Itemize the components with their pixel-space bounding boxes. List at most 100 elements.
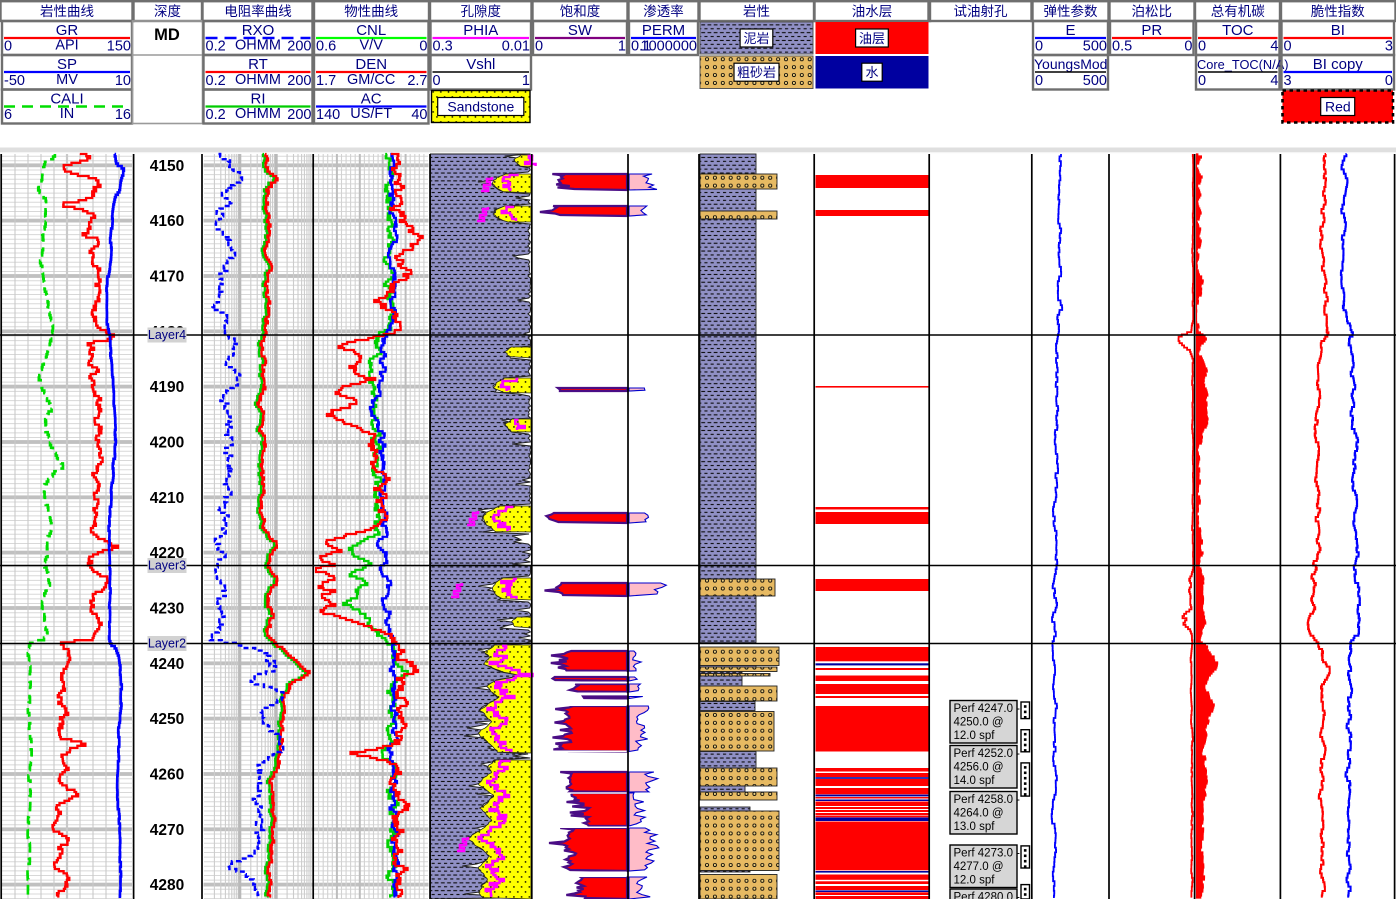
svg-text:4270: 4270 xyxy=(150,822,184,839)
svg-text:200: 200 xyxy=(287,39,311,55)
svg-text:500: 500 xyxy=(1083,39,1107,55)
svg-text:Layer4: Layer4 xyxy=(148,328,186,342)
svg-text:4264.0 @: 4264.0 @ xyxy=(954,807,1004,819)
svg-text:4200: 4200 xyxy=(150,435,184,452)
svg-text:电阻率曲线: 电阻率曲线 xyxy=(224,3,292,19)
svg-text:油水层: 油水层 xyxy=(852,4,893,19)
svg-text:0: 0 xyxy=(535,39,543,55)
svg-text:TOC: TOC xyxy=(1222,22,1254,39)
svg-text:OHMM: OHMM xyxy=(235,38,281,54)
svg-text:0: 0 xyxy=(1284,39,1292,55)
svg-text:粗砂岩: 粗砂岩 xyxy=(737,65,776,80)
svg-text:1.7: 1.7 xyxy=(316,73,336,89)
svg-text:140: 140 xyxy=(316,107,340,123)
svg-text:OHMM: OHMM xyxy=(235,106,281,122)
svg-text:泥岩: 泥岩 xyxy=(743,31,769,46)
svg-text:4150: 4150 xyxy=(150,158,184,175)
svg-text:4240: 4240 xyxy=(150,656,184,673)
svg-text:CNL: CNL xyxy=(356,22,386,39)
svg-text:4280: 4280 xyxy=(150,877,184,894)
svg-text:RI: RI xyxy=(251,91,266,108)
svg-text:0: 0 xyxy=(433,73,441,89)
svg-text:6: 6 xyxy=(4,107,12,123)
svg-text:GR: GR xyxy=(56,22,79,39)
svg-text:泊松比: 泊松比 xyxy=(1132,4,1173,19)
svg-text:4277.0 @: 4277.0 @ xyxy=(954,861,1004,873)
svg-text:4230: 4230 xyxy=(150,601,184,618)
svg-text:0.3: 0.3 xyxy=(433,39,453,55)
svg-text:Perf 4247.0 -: Perf 4247.0 - xyxy=(954,703,1021,715)
svg-text:4250.0 @: 4250.0 @ xyxy=(954,716,1004,728)
svg-text:US/FT: US/FT xyxy=(350,106,392,122)
svg-text:4256.0 @: 4256.0 @ xyxy=(954,761,1004,773)
svg-text:Sandstone: Sandstone xyxy=(447,98,514,114)
svg-text:4170: 4170 xyxy=(150,269,184,286)
svg-text:1: 1 xyxy=(618,39,626,55)
svg-text:0: 0 xyxy=(1184,39,1192,55)
svg-text:油层: 油层 xyxy=(859,31,885,46)
svg-text:MD: MD xyxy=(154,26,180,44)
svg-text:3: 3 xyxy=(1284,73,1292,89)
svg-text:BI copy: BI copy xyxy=(1313,56,1364,73)
svg-text:Core_TOC(N/A): Core_TOC(N/A) xyxy=(1197,57,1289,72)
svg-text:SP: SP xyxy=(57,56,77,73)
svg-text:V/V: V/V xyxy=(360,38,384,54)
svg-text:DEN: DEN xyxy=(355,56,387,73)
svg-text:3: 3 xyxy=(1385,39,1393,55)
svg-text:Layer2: Layer2 xyxy=(148,637,186,651)
svg-text:4: 4 xyxy=(1270,73,1278,89)
svg-text:孔隙度: 孔隙度 xyxy=(461,4,502,19)
svg-text:0: 0 xyxy=(1385,73,1393,89)
svg-text:Perf 4252.0 -: Perf 4252.0 - xyxy=(954,748,1021,760)
svg-text:SW: SW xyxy=(568,22,593,39)
svg-text:16: 16 xyxy=(115,107,131,123)
svg-text:PHIA: PHIA xyxy=(463,22,498,39)
svg-text:MV: MV xyxy=(56,72,78,88)
svg-text:0: 0 xyxy=(1035,39,1043,55)
svg-text:0.6: 0.6 xyxy=(316,39,336,55)
svg-text:0: 0 xyxy=(4,39,12,55)
svg-text:饱和度: 饱和度 xyxy=(560,4,601,19)
svg-text:YoungsMod: YoungsMod xyxy=(1034,56,1107,72)
svg-text:0.2: 0.2 xyxy=(206,107,226,123)
svg-text:2.7: 2.7 xyxy=(407,73,427,89)
svg-text:0.5: 0.5 xyxy=(1112,39,1132,55)
svg-text:总有机碳: 总有机碳 xyxy=(1211,4,1265,19)
svg-text:弹性参数: 弹性参数 xyxy=(1044,3,1098,19)
svg-text:PR: PR xyxy=(1141,22,1162,39)
svg-text:4260: 4260 xyxy=(150,767,184,784)
svg-text:4220: 4220 xyxy=(150,545,184,562)
svg-text:500: 500 xyxy=(1083,73,1107,89)
svg-text:岩性: 岩性 xyxy=(743,4,770,19)
svg-text:BI: BI xyxy=(1331,22,1345,39)
svg-text:GM/CC: GM/CC xyxy=(347,72,395,88)
svg-text:4250: 4250 xyxy=(150,711,184,728)
svg-text:Perf 4273.0 -: Perf 4273.0 - xyxy=(954,848,1021,860)
svg-text:API: API xyxy=(55,38,78,54)
svg-text:Vshl: Vshl xyxy=(466,56,495,73)
svg-text:PERM: PERM xyxy=(642,22,685,39)
svg-text:OHMM: OHMM xyxy=(235,72,281,88)
svg-text:Perf 4258.0 -: Perf 4258.0 - xyxy=(954,794,1021,806)
svg-text:Perf 4280.0 -: Perf 4280.0 - xyxy=(954,892,1021,899)
svg-text:IN: IN xyxy=(60,106,75,122)
svg-text:0.2: 0.2 xyxy=(206,73,226,89)
svg-text:4210: 4210 xyxy=(150,490,184,507)
svg-text:10: 10 xyxy=(115,73,131,89)
svg-text:0: 0 xyxy=(1198,39,1206,55)
svg-text:RT: RT xyxy=(248,56,268,73)
svg-text:水: 水 xyxy=(865,65,878,80)
svg-text:4190: 4190 xyxy=(150,379,184,396)
svg-text:14.0 spf: 14.0 spf xyxy=(954,775,996,787)
svg-text:4: 4 xyxy=(1270,39,1278,55)
svg-text:E: E xyxy=(1065,22,1075,39)
svg-text:200: 200 xyxy=(287,73,311,89)
svg-text:Layer3: Layer3 xyxy=(148,559,186,573)
svg-text:渗透率: 渗透率 xyxy=(643,3,684,19)
svg-text:12.0 spf: 12.0 spf xyxy=(954,730,996,742)
svg-text:Red: Red xyxy=(1325,98,1351,114)
svg-text:脆性指数: 脆性指数 xyxy=(1311,3,1365,19)
svg-text:0.1: 0.1 xyxy=(631,39,651,55)
svg-text:深度: 深度 xyxy=(154,4,181,19)
svg-text:岩性曲线: 岩性曲线 xyxy=(40,4,94,19)
